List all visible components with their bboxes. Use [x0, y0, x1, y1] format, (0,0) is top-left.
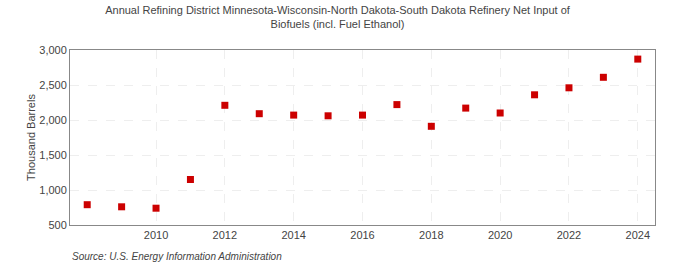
svg-text:2016: 2016	[350, 229, 374, 241]
svg-text:1,000: 1,000	[39, 184, 67, 196]
svg-text:1,500: 1,500	[39, 149, 67, 161]
svg-text:2,000: 2,000	[39, 114, 67, 126]
svg-text:2014: 2014	[281, 229, 305, 241]
svg-text:2,500: 2,500	[39, 79, 67, 91]
svg-text:2018: 2018	[419, 229, 443, 241]
svg-text:2020: 2020	[488, 229, 512, 241]
svg-text:2022: 2022	[557, 229, 581, 241]
svg-text:2024: 2024	[626, 229, 650, 241]
svg-text:2012: 2012	[213, 229, 237, 241]
svg-text:3,000: 3,000	[39, 44, 67, 56]
svg-text:2010: 2010	[144, 229, 168, 241]
svg-text:Source: U.S. Energy Informatio: Source: U.S. Energy Information Administ…	[72, 251, 282, 262]
svg-text:Annual Refining District Minne: Annual Refining District Minnesota-Wisco…	[105, 4, 571, 30]
svg-text:Thousand Barrels: Thousand Barrels	[25, 94, 37, 181]
svg-text:500: 500	[48, 219, 66, 231]
